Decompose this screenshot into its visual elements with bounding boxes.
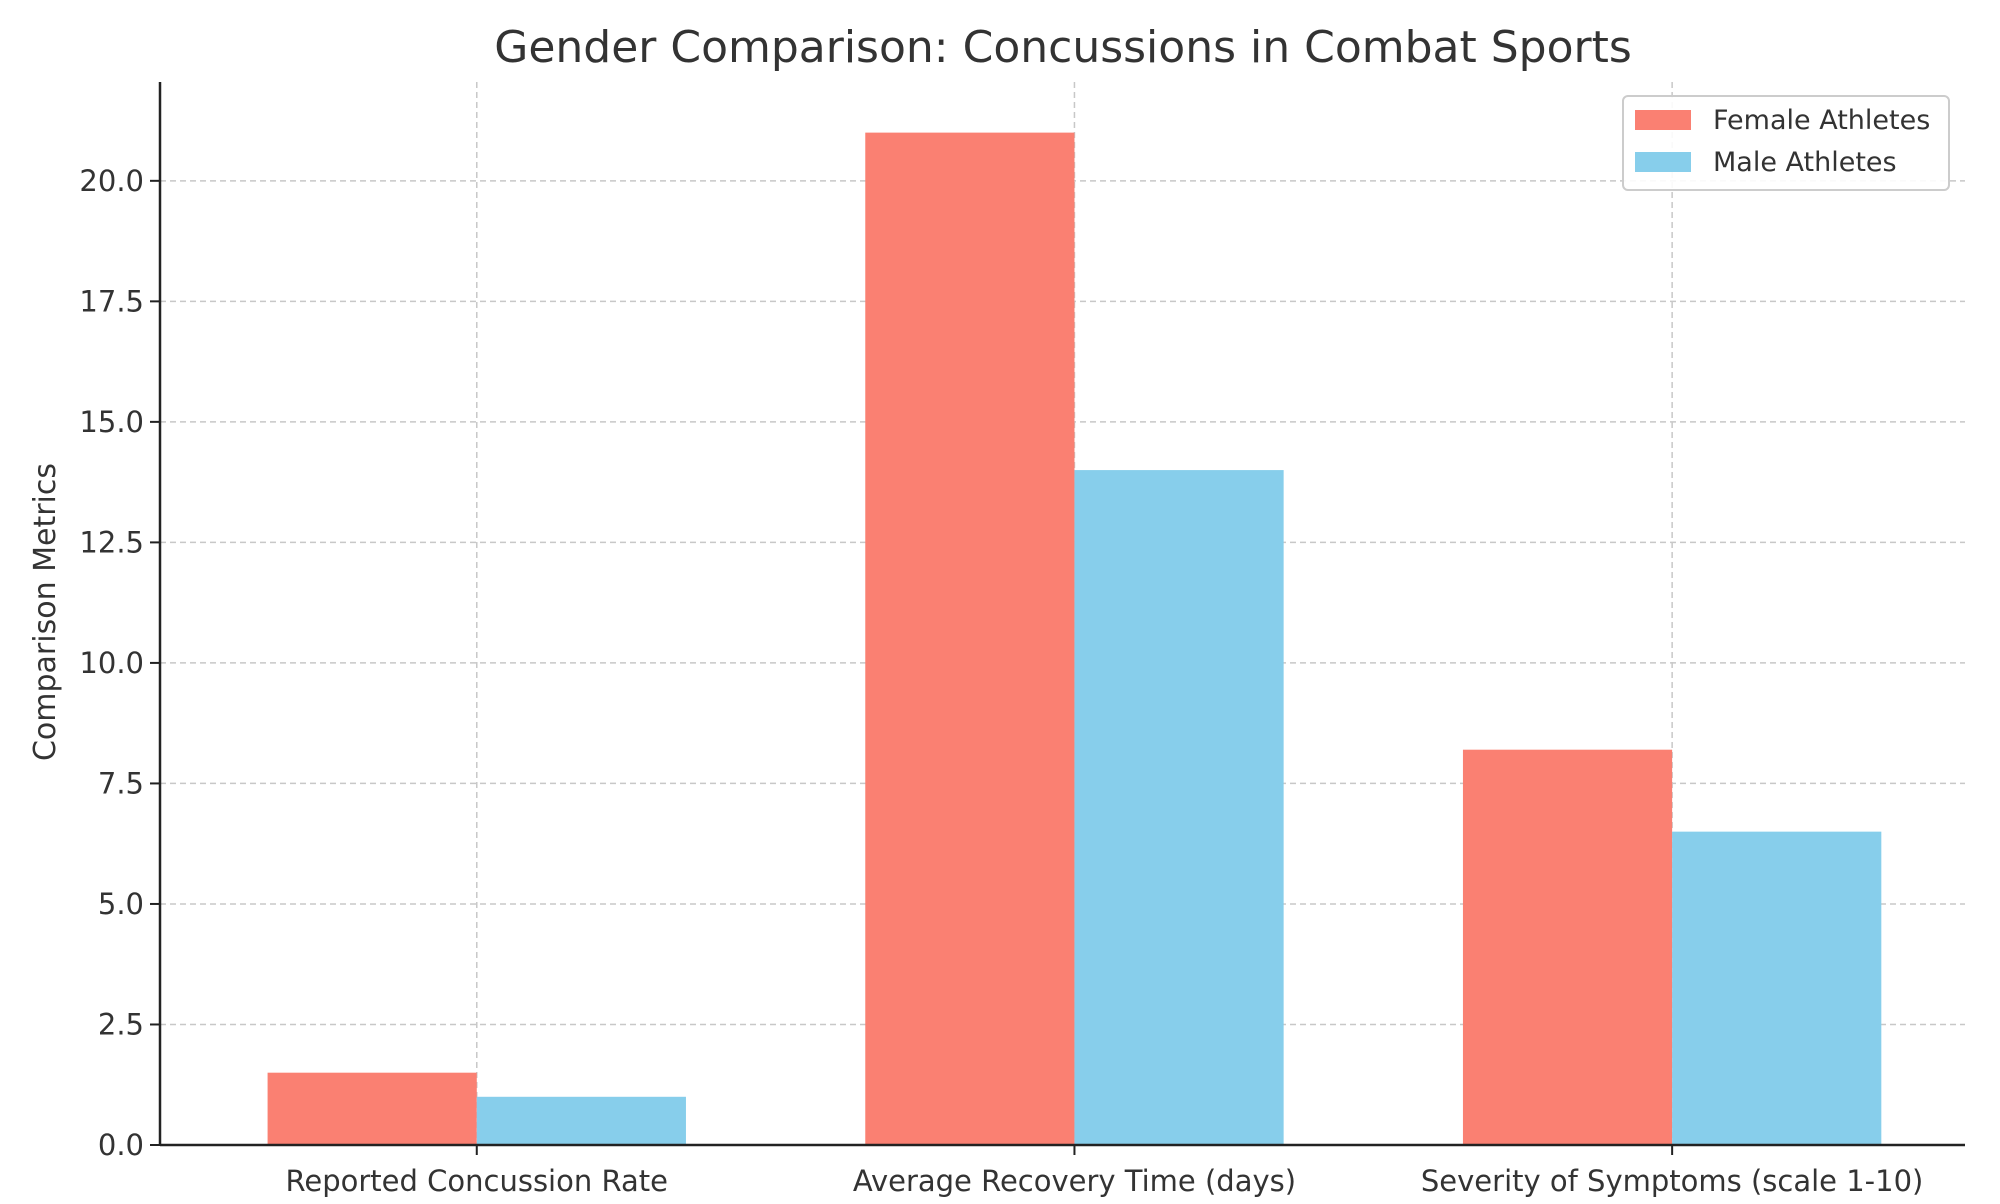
male-bar [1672, 831, 1882, 1145]
female-bar [1462, 749, 1673, 1145]
y-tick-label: 17.5 [79, 284, 144, 318]
y-axis-label: Comparison Metrics [28, 463, 63, 761]
legend-label: Male Athletes [1713, 147, 1897, 178]
bars [267, 132, 1882, 1146]
y-tick-label: 5.0 [98, 887, 144, 921]
male-bar [476, 1096, 686, 1145]
legend: Female Athletes Male Athletes [1622, 95, 1950, 191]
female-bar [267, 1072, 477, 1145]
legend-swatch [1635, 110, 1691, 130]
x-tick-label: Reported Concussion Rate [286, 1164, 668, 1198]
legend-box [1622, 95, 1950, 191]
axes [158, 82, 1965, 1147]
x-tick-label: Severity of Symptoms (scale 1-10) [1421, 1164, 1923, 1198]
y-tick-label: 2.5 [98, 1007, 144, 1041]
female-bar [865, 132, 1075, 1146]
y-tick-label: 7.5 [98, 766, 144, 800]
legend-label: Female Athletes [1713, 105, 1930, 136]
legend-swatch [1635, 152, 1691, 172]
x-tick-label: Average Recovery Time (days) [853, 1164, 1296, 1198]
y-axis-ticks: 0.0 2.5 5.0 7.5 10.0 12.5 15.0 17.5 20.0 [79, 164, 160, 1162]
y-tick-label: 12.5 [79, 525, 144, 559]
y-tick-label: 0.0 [98, 1128, 144, 1162]
y-tick-label: 15.0 [79, 405, 144, 439]
y-tick-label: 20.0 [79, 164, 144, 198]
male-bar [1074, 470, 1284, 1146]
x-axis-ticks: Reported Concussion Rate Average Recovery… [286, 1145, 1923, 1198]
chart-title: Gender Comparison: Concussions in Combat… [494, 22, 1632, 73]
y-tick-label: 10.0 [79, 646, 144, 680]
